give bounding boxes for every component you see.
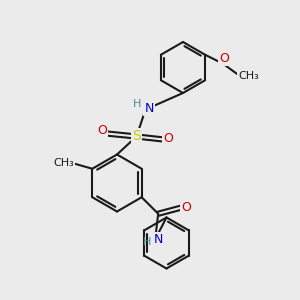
Text: O: O — [181, 201, 191, 214]
Text: O: O — [163, 131, 173, 145]
Text: H: H — [142, 237, 151, 247]
Text: N: N — [154, 233, 164, 246]
Text: O: O — [97, 124, 107, 137]
Text: CH₃: CH₃ — [53, 158, 74, 168]
Text: S: S — [132, 130, 141, 143]
Text: H: H — [133, 99, 141, 109]
Text: O: O — [220, 52, 230, 65]
Text: CH₃: CH₃ — [238, 71, 259, 81]
Text: N: N — [144, 101, 154, 115]
